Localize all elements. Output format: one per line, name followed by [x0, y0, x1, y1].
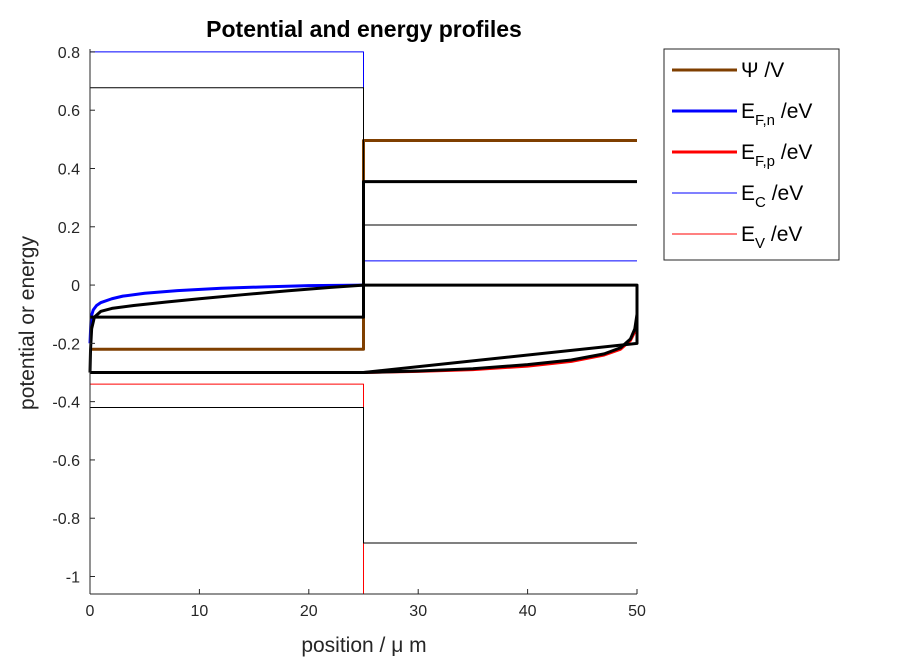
y-axis-label: potential or energy	[16, 236, 39, 410]
series-line-6	[90, 406, 637, 544]
y-tick-label: -0.2	[52, 336, 80, 353]
x-axis-label: position / μ m	[301, 634, 426, 657]
legend-entry: EF,p /eV	[741, 141, 812, 170]
series-line-8	[88, 283, 639, 374]
y-tick-label: 0	[71, 278, 80, 295]
series-line-1	[88, 283, 364, 344]
x-tick-label: 0	[86, 603, 95, 620]
legend: Ψ /V EF,n /eV EF,p /eV EC /eV EV /eV	[663, 48, 840, 261]
series-line-5	[90, 87, 637, 226]
y-tick-label: 0.8	[58, 45, 80, 62]
x-tick-label: 30	[409, 603, 427, 620]
y-tick-label: 0.6	[58, 103, 80, 120]
legend-box	[663, 48, 840, 261]
y-tick-label: -1	[66, 570, 80, 587]
x-tick-label: 20	[300, 603, 318, 620]
y-tick-label: -0.4	[52, 395, 80, 412]
y-tick-label: 0.2	[58, 220, 80, 237]
y-tick-label: -0.8	[52, 511, 80, 528]
legend-entry: EF,n /eV	[741, 100, 812, 129]
x-tick-label: 10	[191, 603, 209, 620]
legend-entry: Ψ /V	[741, 59, 784, 82]
y-tick-label: -0.6	[52, 453, 80, 470]
axes: 0 10 20 30 40 50 0.8 0.6 0.4 0.2 0 -0.2 -0.4 -0.6 -0.8…	[52, 45, 646, 620]
y-tick-label: 0.4	[58, 161, 80, 178]
chart-title: Potential and energy profiles	[206, 16, 522, 42]
legend-entry: EC /eV	[741, 182, 803, 211]
x-tick-label: 50	[628, 603, 646, 620]
series-layer	[88, 51, 639, 595]
legend-entry: EV /eV	[741, 223, 802, 252]
x-tick-label: 40	[519, 603, 537, 620]
series-line-7	[90, 180, 637, 319]
series-line-9	[363, 313, 639, 374]
